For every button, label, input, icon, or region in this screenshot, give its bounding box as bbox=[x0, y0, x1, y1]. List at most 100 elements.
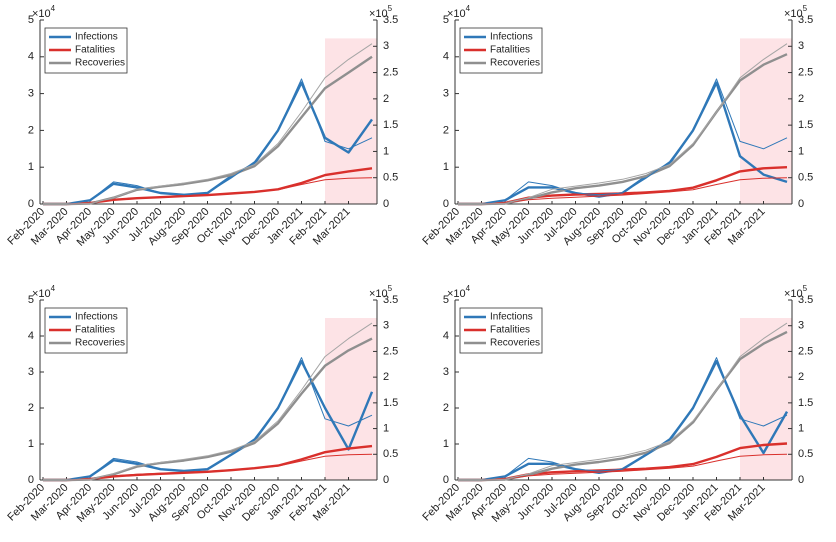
legend-box bbox=[459, 27, 543, 74]
y2-tick-label: 2 bbox=[383, 371, 389, 383]
series-line bbox=[458, 360, 789, 482]
y2-multiplier-base: ×10 bbox=[369, 8, 388, 20]
y-multiplier-base: ×10 bbox=[447, 8, 466, 20]
y-tick-label: 1 bbox=[443, 438, 449, 450]
y2-tick-label: 1.5 bbox=[383, 119, 398, 131]
series-line bbox=[458, 330, 788, 482]
y-tick-label: 0 bbox=[443, 474, 449, 486]
forecast-region bbox=[325, 38, 377, 205]
series-line bbox=[43, 81, 373, 206]
legend: Infections Fatalities Recoveries bbox=[459, 27, 543, 74]
y2-multiplier-exp: 5 bbox=[388, 4, 393, 13]
y2-multiplier-exp: 5 bbox=[388, 284, 393, 293]
y-multiplier-base: ×10 bbox=[32, 8, 51, 20]
series-line bbox=[43, 322, 373, 481]
y2-tick-label: 3.5 bbox=[383, 294, 398, 306]
y2-tick-label: 0 bbox=[383, 198, 389, 210]
y-multiplier-exp: 4 bbox=[51, 284, 56, 293]
y2-tick-label: 3.5 bbox=[798, 14, 813, 26]
legend-label: Recoveries bbox=[490, 338, 540, 349]
legend: Infections Fatalities Recoveries bbox=[44, 27, 128, 74]
y-multiplier-base: ×10 bbox=[447, 288, 466, 300]
y2-multiplier-exp: 5 bbox=[803, 4, 808, 13]
y2-tick-label: 1 bbox=[798, 422, 804, 434]
y2-tick-label: 1.5 bbox=[383, 397, 398, 409]
y2-tick-label: 3 bbox=[383, 320, 389, 332]
y-tick-label: 2 bbox=[28, 124, 34, 136]
y-tick-label: 1 bbox=[28, 161, 34, 173]
y-multiplier-exp: 4 bbox=[466, 284, 471, 293]
series-line bbox=[458, 53, 788, 206]
legend-box bbox=[44, 307, 128, 354]
y2-tick-label: 0 bbox=[798, 198, 804, 210]
series-line bbox=[43, 78, 373, 205]
series-line bbox=[458, 81, 788, 206]
y2-tick-label: 3 bbox=[798, 40, 804, 52]
legend-label: Fatalities bbox=[490, 325, 530, 336]
y-tick-label: 0 bbox=[443, 198, 449, 210]
legend-label: Infections bbox=[490, 312, 533, 323]
y2-tick-label: 2.5 bbox=[798, 345, 813, 357]
y2-tick-label: 0.5 bbox=[798, 448, 813, 460]
y2-tick-label: 2.5 bbox=[798, 66, 813, 78]
y-tick-label: 3 bbox=[443, 88, 449, 100]
y2-multiplier: ×105 bbox=[784, 284, 808, 300]
y-tick-label: 4 bbox=[28, 51, 34, 63]
y-tick-label: 5 bbox=[28, 14, 34, 26]
y-tick-label: 3 bbox=[28, 88, 34, 100]
y-tick-label: 4 bbox=[443, 51, 449, 63]
legend-label: Infections bbox=[75, 32, 118, 43]
legend: Infections Fatalities Recoveries bbox=[44, 307, 128, 354]
y2-tick-label: 3 bbox=[383, 40, 389, 52]
series-line bbox=[43, 43, 373, 205]
legend-label: Recoveries bbox=[75, 338, 125, 349]
y-multiplier-exp: 4 bbox=[466, 4, 471, 13]
series-line bbox=[458, 322, 788, 481]
legend-label: Infections bbox=[490, 32, 533, 43]
y2-tick-label: 2.5 bbox=[383, 345, 398, 357]
legend-label: Recoveries bbox=[75, 58, 125, 69]
legend-label: Fatalities bbox=[490, 45, 530, 56]
series-line bbox=[458, 357, 788, 481]
y2-multiplier-base: ×10 bbox=[784, 8, 803, 20]
y2-multiplier: ×105 bbox=[784, 4, 808, 20]
y2-tick-label: 0.5 bbox=[798, 172, 813, 184]
legend-label: Fatalities bbox=[75, 45, 115, 56]
y2-multiplier-base: ×10 bbox=[369, 288, 388, 300]
y2-multiplier: ×105 bbox=[369, 4, 393, 20]
y2-multiplier-exp: 5 bbox=[803, 284, 808, 293]
forecast-region bbox=[740, 318, 792, 480]
series-line bbox=[458, 78, 788, 205]
y2-tick-label: 0 bbox=[383, 474, 389, 486]
y-multiplier-base: ×10 bbox=[32, 288, 51, 300]
legend: Infections Fatalities Recoveries bbox=[459, 307, 543, 354]
y2-tick-label: 3.5 bbox=[798, 294, 813, 306]
y-multiplier: ×104 bbox=[447, 4, 471, 20]
y-multiplier: ×104 bbox=[447, 284, 471, 300]
y2-tick-label: 1.5 bbox=[798, 397, 813, 409]
y2-tick-label: 1 bbox=[383, 422, 389, 434]
y2-tick-label: 1 bbox=[798, 145, 804, 157]
y-tick-label: 0 bbox=[28, 198, 34, 210]
legend-label: Infections bbox=[75, 312, 118, 323]
series-line bbox=[458, 43, 788, 205]
y-tick-label: 1 bbox=[443, 161, 449, 173]
y-tick-label: 4 bbox=[28, 330, 34, 342]
y2-tick-label: 2 bbox=[383, 93, 389, 105]
legend-label: Fatalities bbox=[75, 325, 115, 336]
y-multiplier-exp: 4 bbox=[51, 4, 56, 13]
y2-tick-label: 2 bbox=[798, 93, 804, 105]
y2-tick-label: 2 bbox=[798, 371, 804, 383]
y-tick-label: 5 bbox=[443, 14, 449, 26]
y2-tick-label: 3 bbox=[798, 320, 804, 332]
y2-tick-label: 1 bbox=[383, 145, 389, 157]
y-tick-label: 3 bbox=[443, 366, 449, 378]
y2-multiplier-base: ×10 bbox=[784, 288, 803, 300]
y-tick-label: 1 bbox=[28, 438, 34, 450]
y2-tick-label: 0.5 bbox=[383, 172, 398, 184]
y-tick-label: 2 bbox=[443, 402, 449, 414]
